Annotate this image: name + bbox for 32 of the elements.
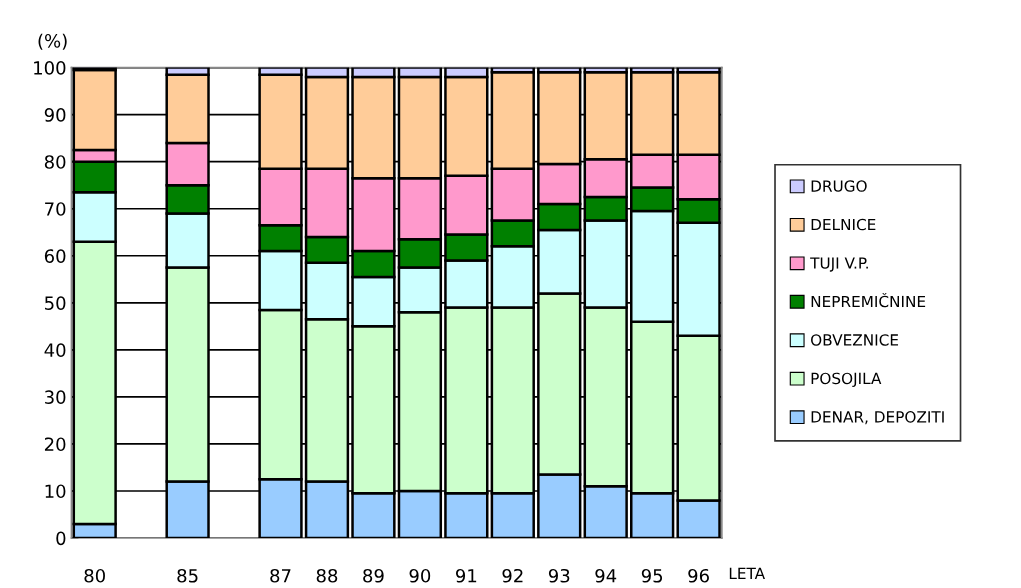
y-tick-label: 20 (44, 437, 66, 452)
legend-label: DELNICE (811, 218, 876, 231)
legend-label: NEPREMIČNINE (811, 292, 926, 308)
legend-label: OBVEZNICE (811, 334, 899, 346)
x-tick-label: 91 (455, 568, 477, 583)
x-tick-label: 87 (270, 568, 291, 583)
x-tick-label: 94 (595, 568, 617, 583)
x-tick-label: 96 (688, 568, 709, 583)
x-tick-label: 80 (84, 568, 105, 583)
legend-label: POSOJILA (811, 372, 882, 388)
y-tick-label: 70 (45, 202, 66, 216)
y-tick-label: 40 (44, 343, 66, 357)
legend-label: TUJI V.P. (810, 257, 868, 272)
x-tick-label: 89 (363, 568, 384, 583)
x-tick-label: 88 (316, 568, 338, 583)
x-tick-label: 90 (409, 568, 431, 583)
y-axis-title: (%) (38, 33, 67, 50)
legend-label: DENAR, DEPOZITI (811, 411, 944, 425)
y-tick-label: 50 (45, 296, 66, 310)
y-tick-label: 90 (44, 108, 66, 122)
y-tick-label: 30 (45, 390, 66, 405)
x-tick-label: 95 (641, 568, 663, 583)
y-tick-label: 0 (56, 531, 66, 546)
y-tick-label: 10 (45, 484, 66, 499)
x-tick-label: 92 (502, 568, 523, 583)
y-tick-label: 100 (34, 61, 66, 75)
y-tick-label: 80 (44, 155, 66, 169)
x-tick-label: 93 (548, 568, 570, 583)
x-tick-label: 85 (177, 568, 198, 583)
legend-label: DRUGO (811, 180, 867, 192)
x-axis-title: LETA (729, 567, 765, 579)
y-tick-label: 60 (44, 249, 66, 263)
